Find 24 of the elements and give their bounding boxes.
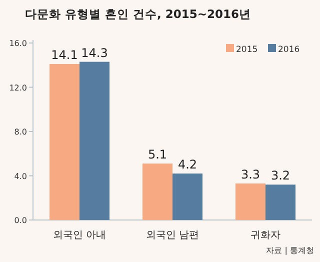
bar	[142, 164, 172, 220]
x-tick-label: 귀화자	[250, 230, 280, 241]
y-tick-label: 4.0	[14, 172, 27, 181]
bar	[50, 64, 80, 220]
bar	[236, 183, 266, 220]
y-tick-label: 12.0	[9, 83, 27, 92]
legend-label: 2016	[278, 45, 300, 55]
data-label: 5.1	[148, 148, 168, 162]
data-label: 3.2	[270, 168, 290, 183]
y-tick-label: 0.0	[14, 216, 27, 225]
bar	[172, 174, 202, 220]
data-label: 14.1	[51, 48, 78, 62]
data-label: 3.3	[240, 167, 260, 182]
legend-label: 2015	[236, 45, 258, 55]
text: 자료 | 통계청	[266, 246, 314, 255]
data-label: 14.3	[81, 46, 108, 60]
chart-title: 다문화 유형별 혼인 건수, 2015~2016년	[25, 7, 252, 21]
bar	[80, 62, 110, 220]
y-tick-label: 8.0	[14, 128, 27, 136]
y-tick-label: 16.0	[9, 39, 27, 48]
x-tick-label: 외국인 남편	[146, 230, 200, 241]
x-tick-label: 외국인 아내	[52, 230, 106, 241]
bar	[266, 184, 296, 220]
data-label: 4.2	[178, 158, 198, 172]
